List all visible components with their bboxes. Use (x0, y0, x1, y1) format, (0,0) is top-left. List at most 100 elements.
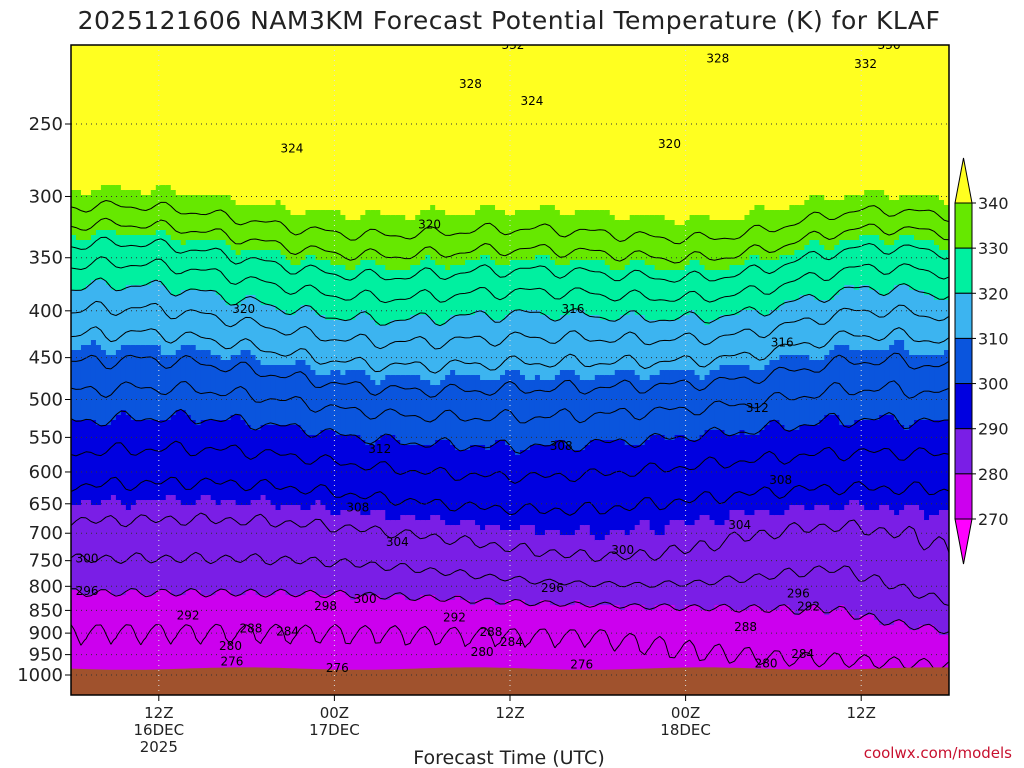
y-tick-label: 500 (29, 390, 63, 411)
colorbar-label: 340 (978, 194, 1009, 213)
contour-label: 328 (706, 51, 729, 65)
contour-308 (71, 352, 949, 398)
y-tick-label: 900 (29, 623, 63, 644)
colorbar-label: 310 (978, 329, 1009, 348)
contour-304 (71, 380, 949, 424)
contour-316 (71, 300, 949, 350)
contour-label: 288 (480, 625, 503, 639)
contour-label: 288 (240, 622, 263, 636)
contour-label: 320 (658, 137, 681, 151)
contour-label: 316 (771, 335, 794, 349)
x-tick-label: 12Z (495, 704, 524, 722)
colorbar-label: 290 (978, 420, 1009, 439)
x-tick-label: 12Z (144, 704, 173, 722)
contour-label: 276 (326, 661, 349, 675)
contour-label: 280 (755, 656, 778, 670)
x-tick-label: 00Z (671, 704, 700, 722)
contour-label: 284 (276, 624, 299, 638)
colorbar-bottom-arrow (954, 518, 973, 565)
chart-title: 2025121606 NAM3KM Forecast Potential Tem… (78, 6, 941, 35)
colorbar-segment (954, 292, 973, 339)
contour-336 (71, 200, 949, 245)
x-tick-label: 2025 (140, 738, 178, 756)
contour-label: 292 (443, 610, 466, 624)
y-tick-label: 600 (29, 462, 63, 483)
y-tick-label: 400 (29, 301, 63, 322)
contour-label: 320 (418, 218, 441, 232)
contour-label: 324 (520, 94, 543, 108)
y-tick-label: 650 (29, 494, 63, 515)
y-tick-label: 750 (29, 551, 63, 572)
y-tick-label: 450 (29, 348, 63, 369)
y-tick-label: 300 (29, 186, 63, 207)
contour-label: 336 (878, 38, 901, 52)
contour-label: 288 (734, 620, 757, 634)
contour-label: 324 (281, 142, 304, 156)
contour-328 (71, 236, 949, 283)
contour-292 (71, 476, 949, 516)
contour-320 (71, 277, 949, 327)
y-tick-label: 1000 (17, 665, 63, 686)
contour-296 (71, 440, 949, 484)
contour-label: 296 (541, 581, 564, 595)
contour-label: 284 (791, 647, 814, 661)
y-tick-label: 700 (29, 523, 63, 544)
contour-label: 296 (76, 584, 99, 598)
contour-324 (71, 256, 949, 304)
contour-label: 316 (561, 302, 584, 316)
surface-ground (71, 667, 949, 695)
y-tick-label: 350 (29, 248, 63, 269)
contour-label: 304 (386, 535, 409, 549)
y-tick-label: 850 (29, 600, 63, 621)
colorbar-segment (954, 337, 973, 385)
x-tick-label: 00Z (320, 704, 349, 722)
colorbar-label: 280 (978, 465, 1009, 484)
contour-label: 300 (354, 592, 377, 606)
contour-label: 308 (769, 473, 792, 487)
colorbar-segment (954, 383, 973, 430)
x-axis-label: Forecast Time (UTC) (413, 747, 604, 768)
x-tick-label: 12Z (847, 704, 876, 722)
y-tick-label: 950 (29, 645, 63, 666)
contour-label: 320 (232, 302, 255, 316)
contour-312 (71, 326, 949, 374)
colorbar-segment (954, 473, 973, 520)
contour-label: 300 (611, 543, 634, 557)
credit-text: coolwx.com/models (864, 744, 1012, 762)
contour-label: 308 (550, 439, 573, 453)
x-tick-label: 18DEC (660, 721, 711, 739)
contour-label: 296 (787, 587, 810, 601)
colorbar-label: 300 (978, 375, 1009, 394)
contour-label: 332 (854, 57, 877, 71)
contour-label: 312 (746, 401, 769, 415)
colorbar-label: 330 (978, 239, 1009, 258)
y-tick-label: 800 (29, 576, 63, 597)
contour-label: 276 (570, 658, 593, 672)
contour-label: 292 (797, 600, 820, 614)
y-axis: 2503003504004505005506006507007508008509… (17, 114, 71, 686)
contour-label: 292 (177, 609, 200, 623)
contour-label: 312 (368, 442, 391, 456)
contour-300 (71, 408, 949, 454)
colorbar-segment (954, 202, 973, 249)
contour-label: 328 (459, 77, 482, 91)
colorbar: 270 280 290 300 310 320 330 340 (954, 157, 1009, 565)
y-tick-label: 250 (29, 114, 63, 135)
contour-label: 300 (76, 552, 99, 566)
x-tick-label: 17DEC (309, 721, 360, 739)
x-tick-label: 16DEC (134, 721, 185, 739)
contour-label: 332 (501, 38, 524, 52)
contour-label: 308 (346, 500, 369, 514)
contour-332 (71, 217, 949, 264)
contour-288 (71, 512, 949, 562)
colorbar-segment (954, 247, 973, 294)
contour-label: 280 (219, 639, 242, 653)
contour-label: 284 (500, 635, 523, 649)
colorbar-label: 320 (978, 284, 1009, 303)
contour-label: 304 (728, 518, 751, 532)
contour-label: 298 (314, 599, 337, 613)
colorbar-label: 270 (978, 510, 1009, 529)
colorbar-segment (954, 428, 973, 475)
